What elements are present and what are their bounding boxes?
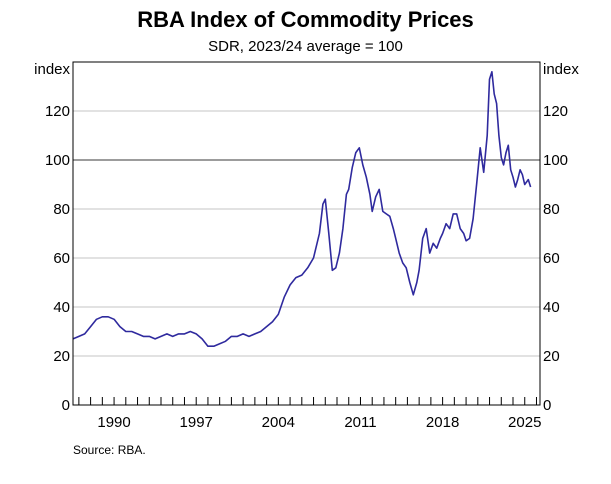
y-tick-label-left: 40 <box>53 299 70 316</box>
y-tick-label-left: 20 <box>53 348 70 365</box>
y-axis-right-labels: 0 20 40 60 80 100 120 <box>543 103 568 414</box>
y-tick-label-right: 0 <box>543 397 551 414</box>
y-tick-label-right: 80 <box>543 201 560 218</box>
y-tick-label-right: 40 <box>543 299 560 316</box>
gridlines <box>73 110 540 357</box>
x-tick-label: 2011 <box>344 414 376 431</box>
y-tick-label-left: 60 <box>53 250 70 267</box>
y-axis-left-labels: 0 20 40 60 80 100 120 <box>45 103 70 414</box>
x-axis-labels: 1990 1997 2004 2011 2018 2025 <box>97 414 541 431</box>
x-tick-label: 2018 <box>426 414 459 431</box>
x-tick-label: 2025 <box>508 414 541 431</box>
chart-subtitle: SDR, 2023/24 average = 100 <box>208 38 403 55</box>
x-axis-ticks <box>78 397 537 405</box>
series-line <box>72 71 532 348</box>
y-tick-label-left: 100 <box>45 152 70 169</box>
y-tick-label-left: 80 <box>53 201 70 218</box>
y-tick-label-left: 120 <box>45 103 70 120</box>
y-tick-label-right: 120 <box>543 103 568 120</box>
x-tick-label: 1990 <box>97 414 130 431</box>
y-tick-label-left: 0 <box>62 397 70 414</box>
source-note: Source: RBA. <box>73 443 146 457</box>
y-axis-right-title: index <box>543 61 579 78</box>
y-tick-label-right: 60 <box>543 250 560 267</box>
series-group <box>72 71 532 348</box>
y-tick-label-right: 20 <box>543 348 560 365</box>
y-tick-label-right: 100 <box>543 152 568 169</box>
plot-frame <box>72 61 541 406</box>
x-tick-label: 1997 <box>180 414 213 431</box>
chart-title: RBA Index of Commodity Prices <box>137 7 474 32</box>
x-tick-label: 2004 <box>262 414 295 431</box>
y-axis-left-title: index <box>34 61 70 78</box>
